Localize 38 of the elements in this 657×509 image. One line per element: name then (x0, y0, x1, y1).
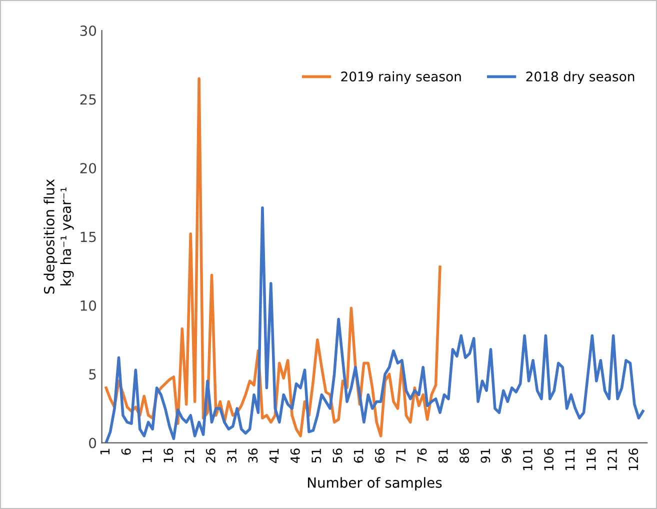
y-axis-title: S deposition flux kg ha⁻¹ year⁻¹ (44, 179, 74, 294)
x-tick-label: 116 (586, 448, 596, 470)
x-tick-label: 106 (544, 448, 554, 470)
y-tick-label: 20 (80, 162, 96, 174)
y-tick-label: 10 (80, 300, 96, 311)
y-tick-label: 0 (89, 438, 96, 448)
x-tick-label: 26 (206, 448, 216, 463)
x-tick-label: 121 (608, 448, 617, 470)
x-tick-label: 41 (269, 448, 279, 463)
x-axis-title: Number of samples (308, 477, 442, 491)
x-tick-label: 66 (375, 448, 384, 463)
y-tick-label: 30 (80, 26, 96, 36)
x-tick-label: 61 (354, 448, 364, 463)
y-tick-label: 5 (89, 369, 96, 380)
x-tick-label: 11 (142, 448, 152, 462)
legend-label: 2019 rainy season (341, 71, 461, 84)
legend-label: 2018 dry season (526, 71, 634, 84)
x-tick-label: 16 (164, 448, 174, 462)
x-tick-label: 111 (565, 448, 575, 470)
y-tick-label: 25 (80, 94, 96, 105)
x-tick-label: 76 (417, 448, 427, 463)
x-tick-label: 96 (502, 448, 512, 463)
x-tick-label: 21 (184, 448, 194, 463)
x-tick-label: 31 (227, 448, 237, 463)
x-tick-label: 6 (121, 448, 131, 455)
x-tick-label: 126 (628, 448, 638, 470)
x-tick-label: 36 (248, 448, 258, 463)
x-tick-label: 101 (522, 448, 532, 470)
x-tick-label: 81 (438, 448, 448, 463)
x-tick-label: 56 (332, 448, 342, 463)
x-tick-label: 91 (480, 448, 490, 463)
x-tick-label: 86 (460, 448, 469, 463)
x-tick-label: 1 (100, 448, 110, 454)
x-tick-label: 71 (396, 448, 406, 463)
x-tick-label: 46 (290, 448, 300, 463)
x-tick-label: 51 (312, 448, 322, 463)
line-series (104, 206, 644, 443)
y-tick-label: 15 (80, 232, 96, 242)
